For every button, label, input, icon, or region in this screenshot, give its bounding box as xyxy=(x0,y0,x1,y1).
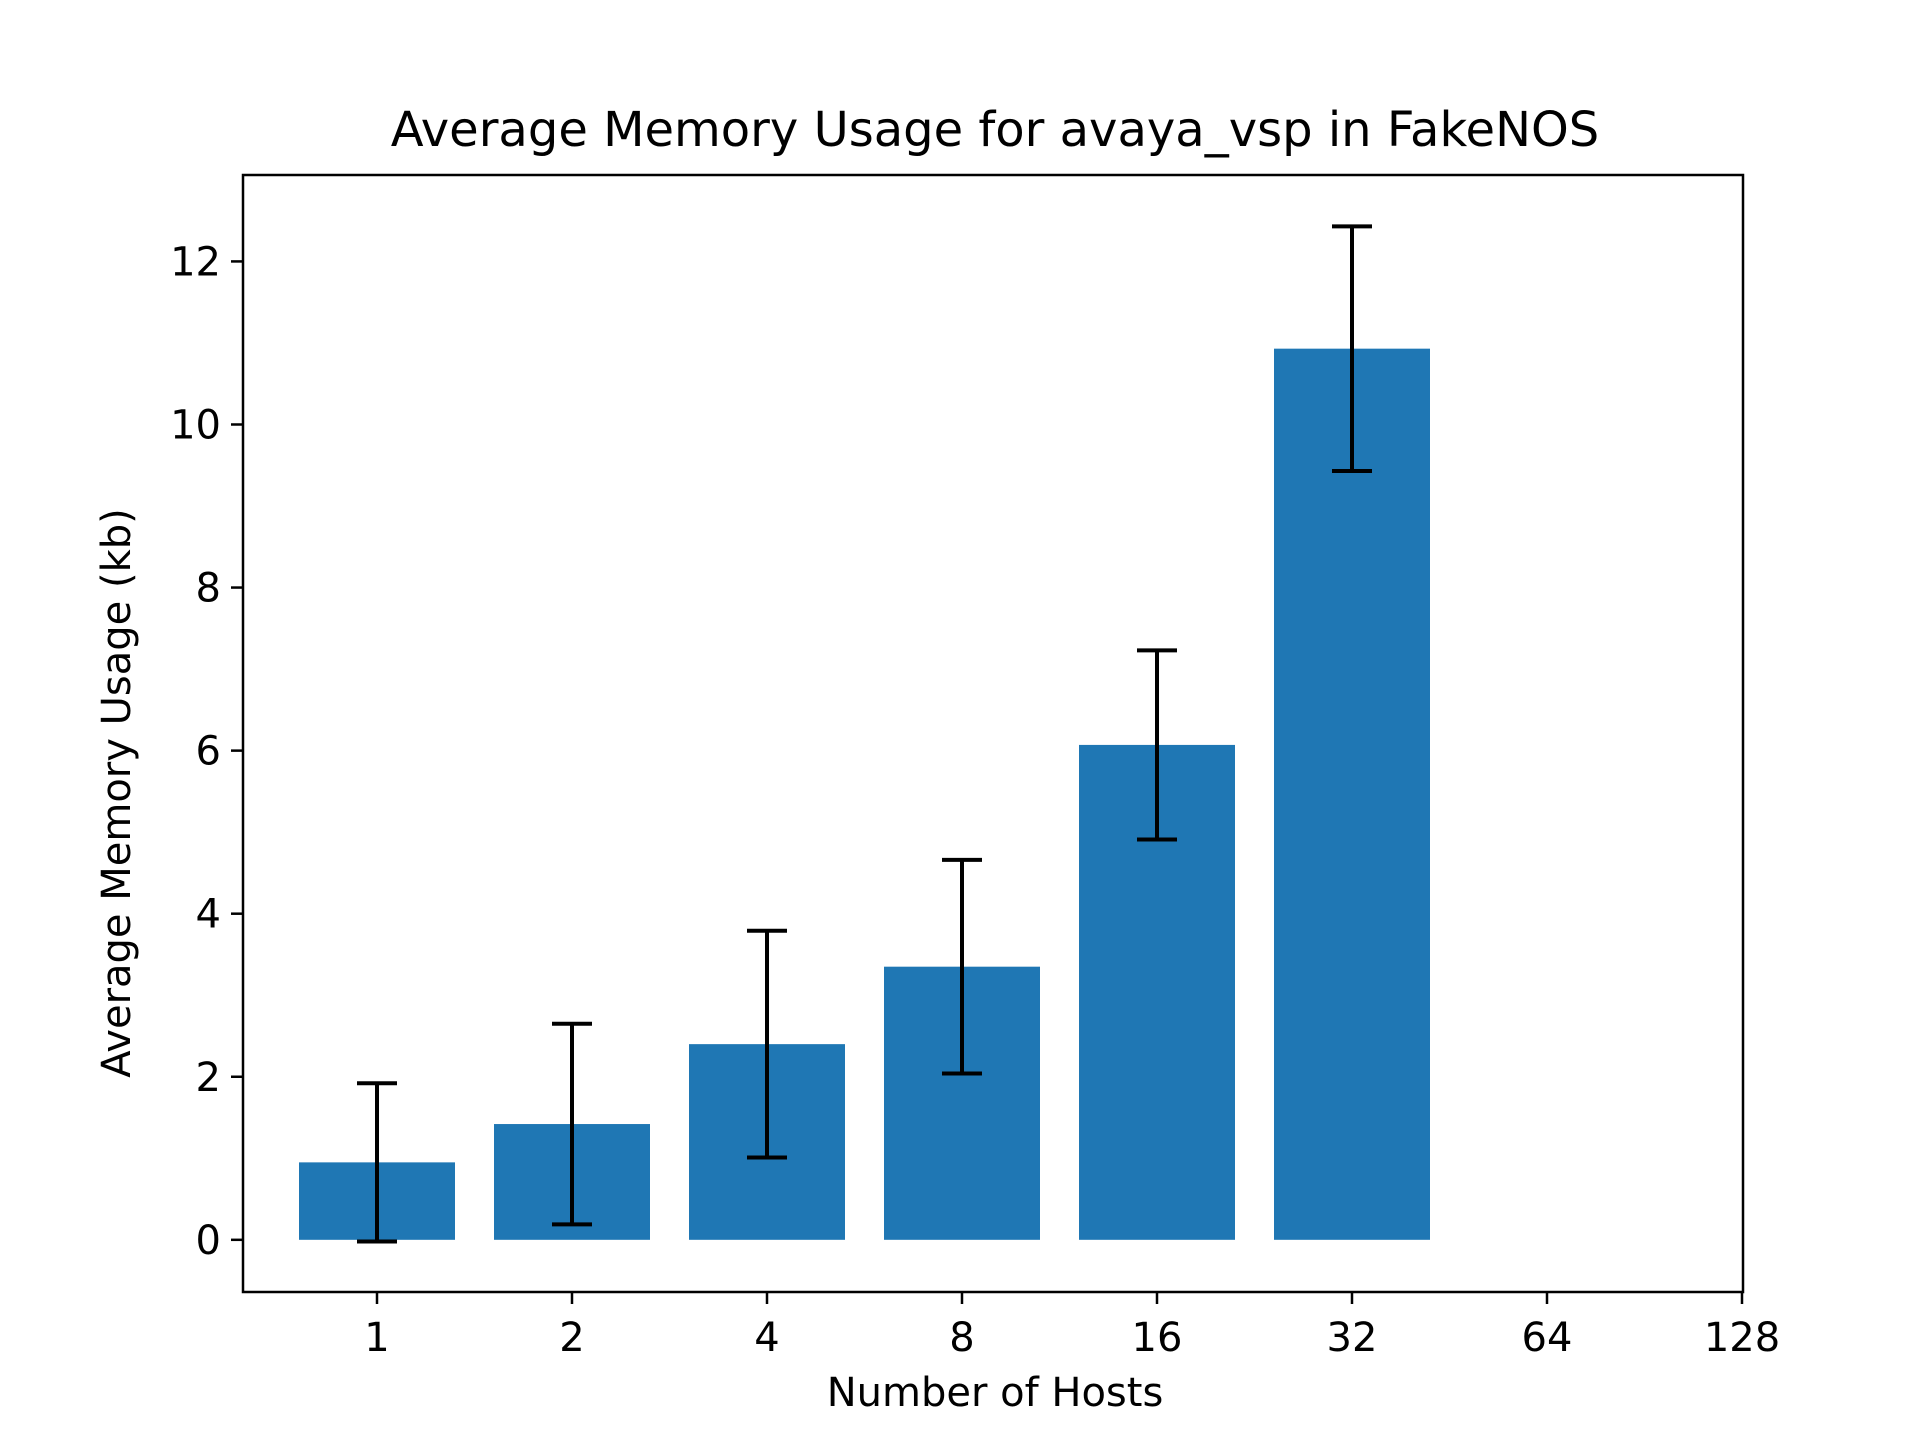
y-tick-label-10: 10 xyxy=(170,402,221,448)
x-tick-label-128: 128 xyxy=(1704,1315,1780,1361)
y-tick-label-2: 2 xyxy=(196,1055,221,1101)
y-tick-label-6: 6 xyxy=(196,729,221,775)
x-tick-label-4: 4 xyxy=(754,1315,779,1361)
chart-title: Average Memory Usage for avaya_vsp in Fa… xyxy=(391,102,1600,158)
y-axis-label: Average Memory Usage (kb) xyxy=(94,508,140,1077)
y-tick-label-4: 4 xyxy=(196,892,221,938)
x-axis-label: Number of Hosts xyxy=(827,1370,1164,1416)
y-tick-label-12: 12 xyxy=(170,239,221,285)
x-tick-label-64: 64 xyxy=(1522,1315,1573,1361)
bar-32 xyxy=(1274,348,1430,1240)
y-tick-label-8: 8 xyxy=(196,566,221,612)
axes-frame xyxy=(241,173,1745,1294)
x-tick-label-2: 2 xyxy=(559,1315,584,1361)
x-tick-label-16: 16 xyxy=(1132,1315,1183,1361)
x-tick-label-8: 8 xyxy=(949,1315,974,1361)
x-tick-label-1: 1 xyxy=(364,1315,389,1361)
x-tick-label-32: 32 xyxy=(1327,1315,1378,1361)
y-tick-label-0: 0 xyxy=(196,1218,221,1264)
